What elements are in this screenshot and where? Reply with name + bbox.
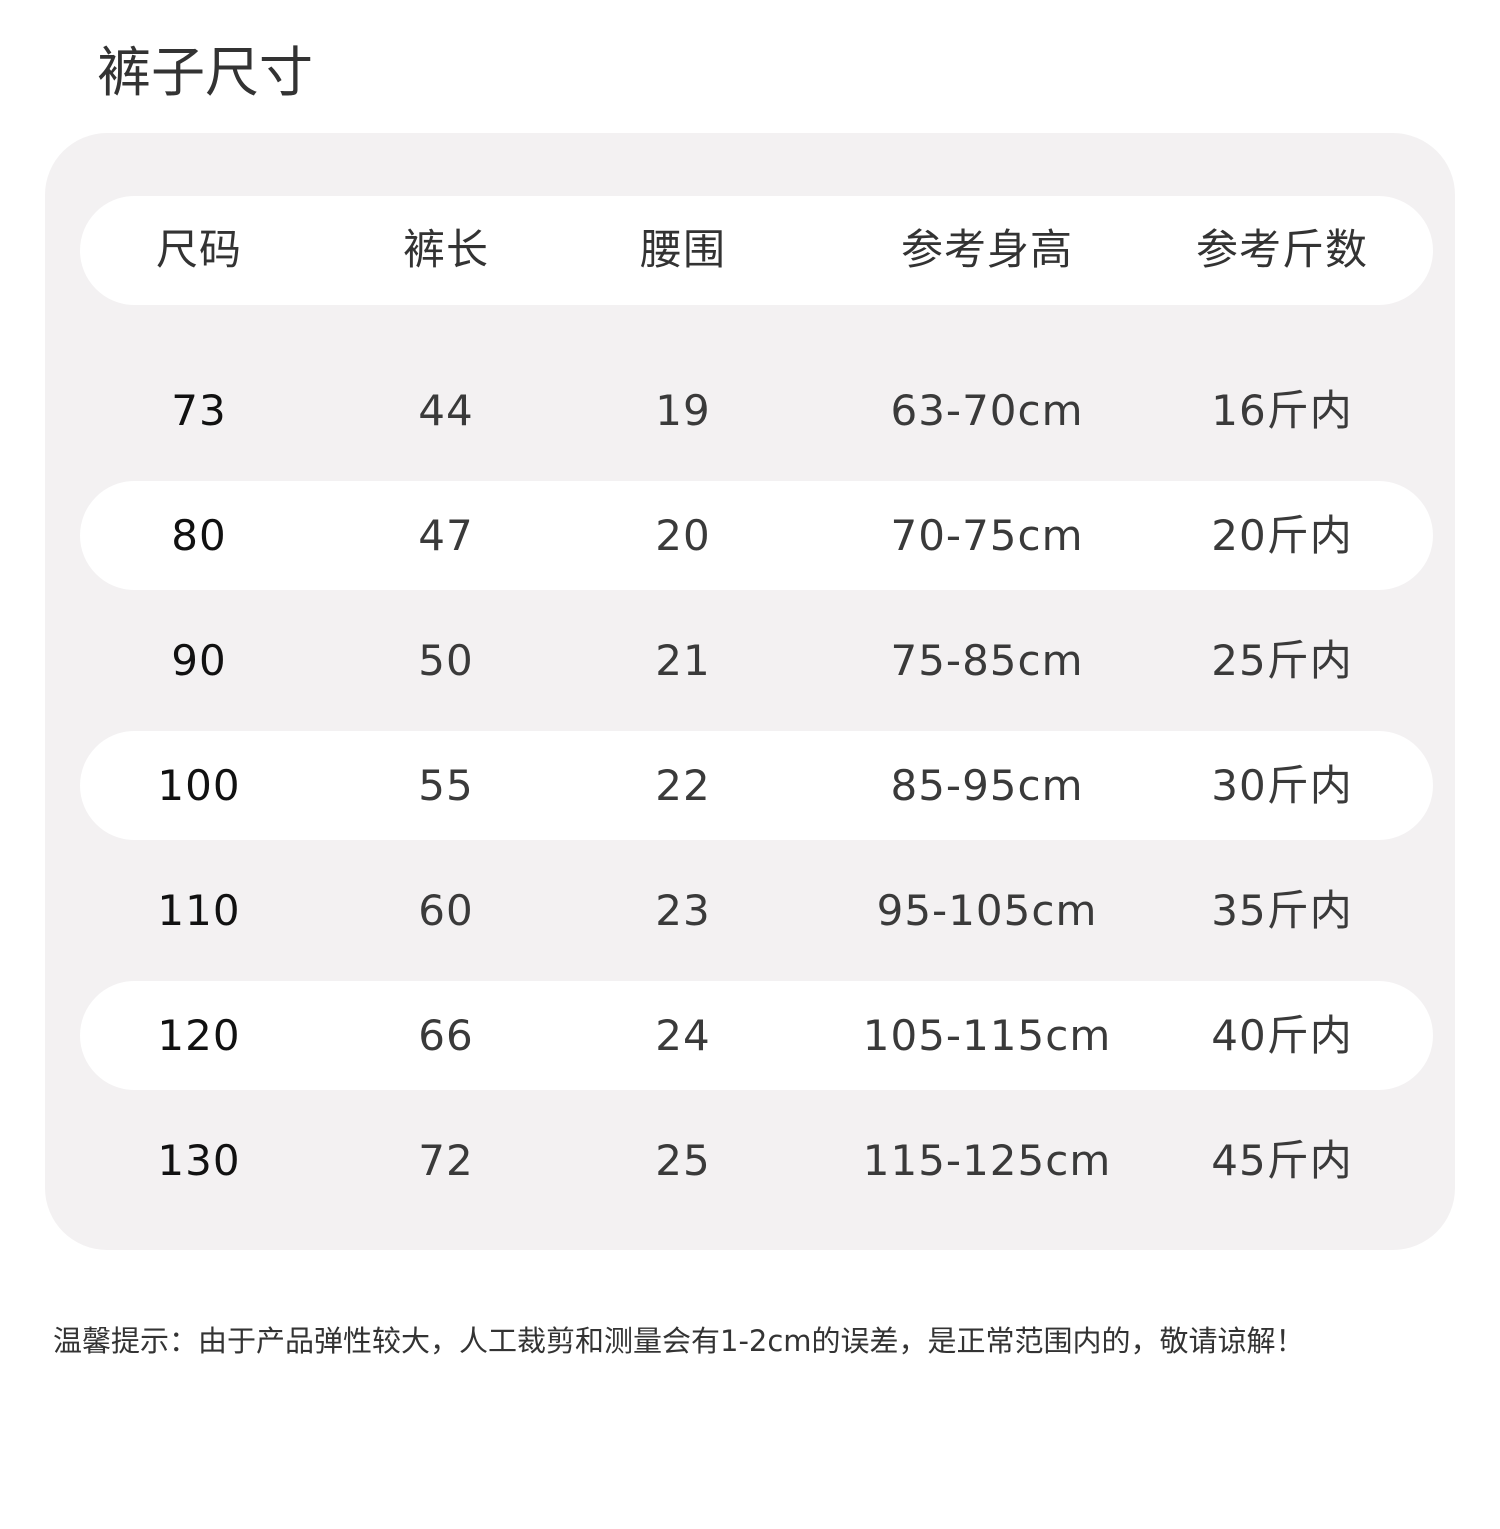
table-cell: 115-125cm	[862, 1136, 1112, 1185]
table-cell: 16斤内	[1211, 386, 1353, 435]
table-cell: 130	[157, 1136, 241, 1185]
table-cell: 24	[655, 1011, 711, 1060]
table-cell: 40斤内	[1211, 1011, 1353, 1060]
table-cell: 120	[157, 1011, 241, 1060]
table-cell: 25	[655, 1136, 711, 1185]
row-pill	[80, 481, 1433, 590]
row-pill	[80, 731, 1433, 840]
table-cell: 85-95cm	[890, 761, 1084, 810]
table-cell: 73	[171, 386, 227, 435]
table-cell: 95-105cm	[876, 886, 1098, 935]
page-title: 裤子尺寸	[97, 41, 313, 104]
table-cell: 75-85cm	[890, 636, 1084, 685]
table-cell: 66	[418, 1011, 474, 1060]
table-cell: 55	[418, 761, 474, 810]
table-cell: 72	[418, 1136, 474, 1185]
table-cell: 22	[655, 761, 711, 810]
table-cell: 63-70cm	[890, 386, 1084, 435]
table-cell: 90	[171, 636, 227, 685]
table-cell: 25斤内	[1211, 636, 1353, 685]
table-cell: 23	[655, 886, 711, 935]
header-cell: 腰围	[639, 225, 726, 274]
table-cell: 19	[655, 386, 711, 435]
table-cell: 110	[157, 886, 241, 935]
row-pill	[80, 981, 1433, 1090]
header-cell: 尺码	[155, 225, 242, 274]
table-cell: 80	[171, 511, 227, 560]
table-cell: 70-75cm	[890, 511, 1084, 560]
header-cell: 裤长	[402, 225, 489, 274]
table-cell: 47	[418, 511, 474, 560]
table-cell: 100	[157, 761, 241, 810]
table-cell: 21	[655, 636, 711, 685]
table-cell: 105-115cm	[862, 1011, 1112, 1060]
header-pill	[80, 196, 1433, 305]
table-cell: 45斤内	[1211, 1136, 1353, 1185]
table-cell: 30斤内	[1211, 761, 1353, 810]
note: 温馨提示：由于产品弹性较大，人工裁剪和测量会有1-2cm的误差，是正常范围内的，…	[53, 1324, 1305, 1358]
table-cell: 20	[655, 511, 711, 560]
header-cell: 参考身高	[900, 225, 1073, 274]
table-cell: 44	[418, 386, 474, 435]
table-cell: 60	[418, 886, 474, 935]
table-cell: 50	[418, 636, 474, 685]
header-cell: 参考斤数	[1195, 225, 1368, 274]
table-cell: 20斤内	[1211, 511, 1353, 560]
table-cell: 35斤内	[1211, 886, 1353, 935]
